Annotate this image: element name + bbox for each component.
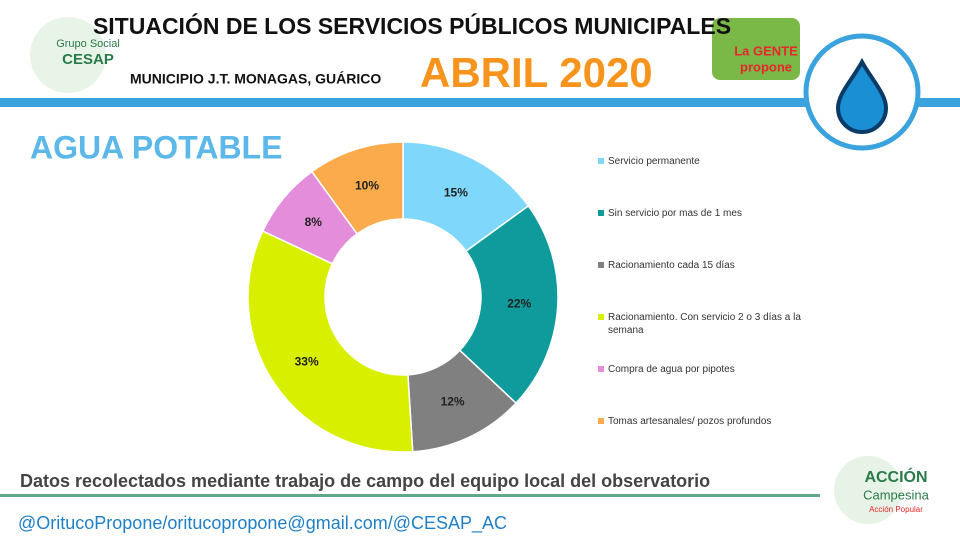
legend-label: Compra de agua por pipotes — [608, 364, 735, 375]
water-drop — [835, 57, 889, 134]
logo-text: CESAP — [62, 51, 114, 68]
logo-footer-bg — [834, 456, 902, 524]
contact: @OritucoPropone/oritucopropone@gmail.com… — [18, 513, 507, 534]
legend-label: Racionamiento. Con servicio 2 o 3 días a… — [608, 312, 801, 336]
legend-label: Sin servicio por mas de 1 mes — [608, 208, 742, 219]
logo-left-bg — [30, 17, 106, 93]
logo-text: propone — [740, 59, 792, 74]
donut-segment — [310, 141, 404, 235]
data-label: 8% — [305, 215, 323, 229]
footer-line — [0, 494, 820, 497]
period: ABRIL 2020 — [420, 49, 653, 96]
donut-segment — [402, 141, 530, 253]
donut-segment — [247, 230, 414, 453]
legend-label: Servicio permanente — [608, 156, 700, 167]
chart-title: AGUA POTABLE — [30, 129, 282, 165]
donut-segment — [458, 204, 559, 405]
legend-label: Racionamiento cada 15 días — [608, 260, 735, 271]
logo-text: La GENTE — [734, 43, 798, 58]
legend-swatch — [598, 314, 604, 320]
legend-swatch — [598, 158, 604, 164]
data-label: 33% — [295, 355, 319, 369]
logo-right-bg — [712, 18, 800, 80]
header-band — [0, 98, 960, 107]
legend-swatch — [598, 366, 604, 372]
logo-text: Campesina — [863, 487, 930, 502]
logo-text: Acción Popular — [869, 505, 923, 514]
data-label: 15% — [444, 185, 468, 199]
legend-swatch — [598, 418, 604, 424]
legend-label: Tomas artesanales/ pozos profundos — [608, 416, 772, 427]
logo-text: Grupo Social — [56, 38, 120, 50]
municipality: MUNICIPIO J.T. MONAGAS, GUÁRICO — [130, 71, 381, 87]
header-title: SITUACIÓN DE LOS SERVICIOS PÚBLICOS MUNI… — [93, 12, 731, 39]
data-label: 10% — [355, 178, 379, 192]
data-label: 12% — [441, 395, 465, 409]
legend-swatch — [598, 210, 604, 216]
logo-text: ACCIÓN — [864, 467, 927, 486]
legend-swatch — [598, 262, 604, 268]
footer-note: Datos recolectados mediante trabajo de c… — [20, 471, 710, 491]
data-label: 22% — [507, 296, 531, 310]
